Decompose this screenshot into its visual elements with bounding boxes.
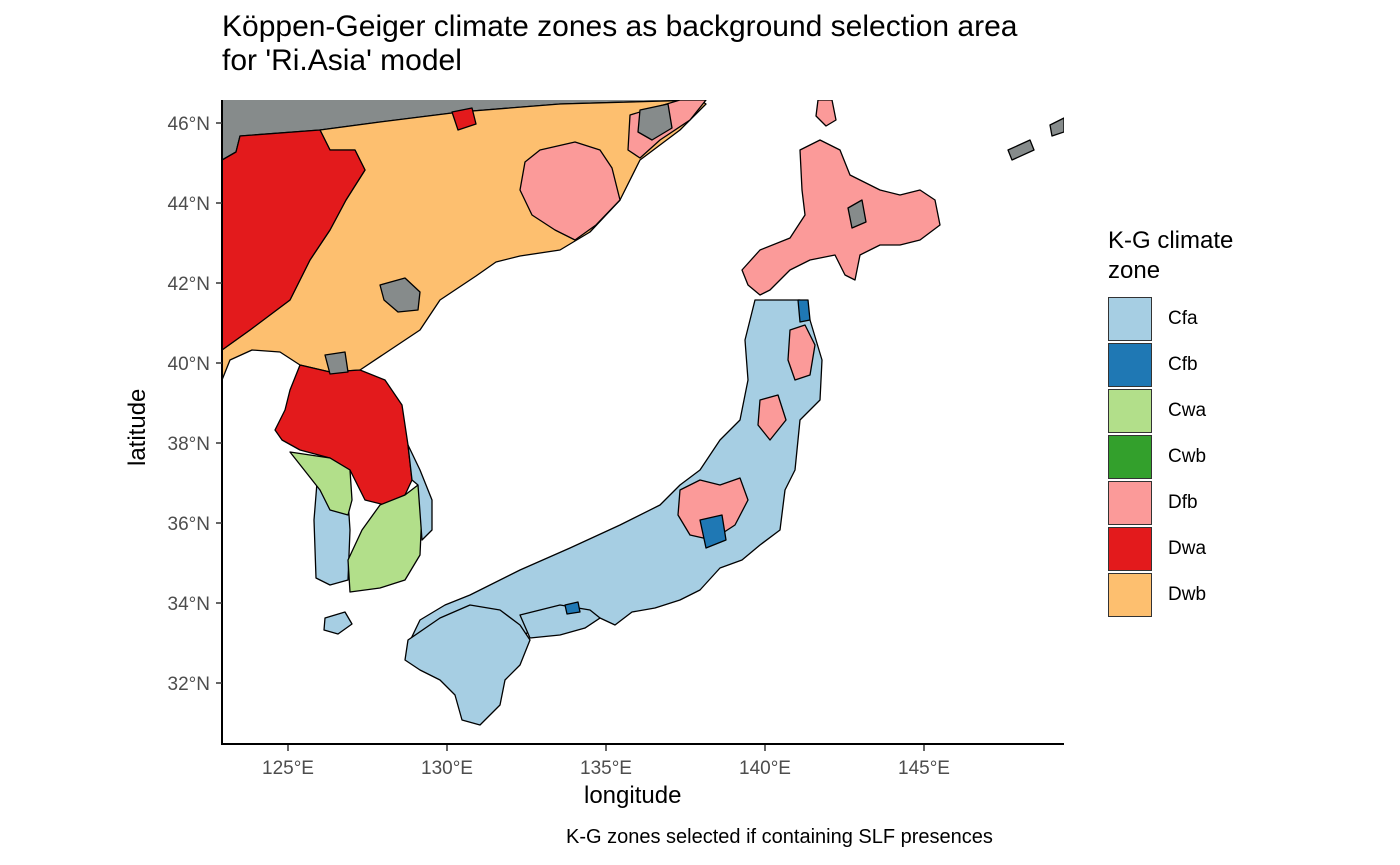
- y-tick-label: 40°N: [168, 354, 210, 375]
- legend-item-cfb: Cfb: [1108, 342, 1233, 388]
- legend-label: Cwa: [1168, 400, 1207, 421]
- legend-title: K-G climate zone: [1108, 226, 1233, 286]
- zone-cwa-korea-west: [289, 451, 353, 516]
- y-tick-label: 46°N: [168, 114, 210, 135]
- unselected-zone-kuril: [1007, 139, 1035, 161]
- legend-swatch-dwa: [1108, 527, 1152, 571]
- zone-dfb-sakhalin: [815, 100, 837, 127]
- zone-dfb-honshu-north: [787, 324, 816, 381]
- y-axis-title-text: latitude: [124, 388, 151, 466]
- zone-dwa-patch: [451, 107, 477, 131]
- zone-dwa-north: [222, 129, 366, 351]
- zone-cfa-kyushu: [404, 604, 531, 726]
- x-tick-label: 125°E: [262, 758, 314, 779]
- legend-label: Cfa: [1168, 308, 1198, 329]
- x-tick-label: 140°E: [739, 758, 791, 779]
- zone-dfb-honshu-central: [677, 477, 749, 541]
- plot-title-line1: Köppen-Geiger climate zones as backgroun…: [222, 10, 1018, 43]
- legend-label: Cfb: [1168, 354, 1198, 375]
- zone-dwa-korea: [274, 364, 413, 506]
- legend: K-G climate zone Cfa Cfb Cwa Cwb Dfb Dwa…: [1108, 226, 1233, 618]
- legend-label: Dwa: [1168, 538, 1207, 559]
- legend-swatch-cfb: [1108, 343, 1152, 387]
- y-tick-label: 32°N: [168, 674, 210, 695]
- unselected-zone-patch-2: [379, 277, 421, 313]
- zone-dfb-honshu-tohoku: [757, 394, 787, 441]
- x-tick-label: 130°E: [421, 758, 473, 779]
- zone-cfa-korea-east: [407, 444, 433, 541]
- zone-dfb-primorye: [519, 141, 621, 241]
- plot-title-line2: for 'Ri.Asia' model: [222, 44, 462, 77]
- y-axis-title: latitude: [124, 389, 152, 466]
- legend-swatch-cwa: [1108, 389, 1152, 433]
- y-tick-label: 44°N: [168, 194, 210, 215]
- zone-cfa-jeju: [323, 611, 353, 635]
- legend-swatch-dfb: [1108, 481, 1152, 525]
- x-tick-label: 135°E: [580, 758, 632, 779]
- legend-label: Dfb: [1168, 492, 1198, 513]
- x-axis-title: longitude: [584, 782, 682, 809]
- legend-label: Cwb: [1168, 446, 1207, 467]
- plot-title: Köppen-Geiger climate zones as backgroun…: [222, 10, 1017, 78]
- legend-swatch-cfa: [1108, 297, 1152, 341]
- legend-title-line1: K-G climate: [1108, 227, 1234, 254]
- y-tick-label: 36°N: [168, 514, 210, 535]
- unselected-zone-patch-1: [637, 103, 673, 141]
- legend-title-line2: zone: [1108, 257, 1161, 284]
- zone-cfb-kii: [564, 601, 581, 615]
- legend-item-cfa: Cfa: [1108, 296, 1233, 342]
- legend-swatch-dwb: [1108, 573, 1152, 617]
- plot-caption: K-G zones selected if containing SLF pre…: [566, 826, 993, 848]
- x-tick-label: 145°E: [898, 758, 950, 779]
- unselected-zone-patch-3: [324, 351, 349, 375]
- zone-cfb-tohoku: [797, 299, 811, 323]
- legend-item-cwb: Cwb: [1108, 434, 1233, 480]
- zone-dfb-hokkaido: [741, 139, 941, 296]
- legend-item-dwa: Dwa: [1108, 526, 1233, 572]
- unselected-zone-hokkaido: [847, 199, 867, 229]
- legend-swatch-cwb: [1108, 435, 1152, 479]
- unselected-zone-kuril-2: [1049, 117, 1064, 137]
- legend-item-dfb: Dfb: [1108, 480, 1233, 526]
- legend-label: Dwb: [1168, 584, 1207, 605]
- y-tick-label: 38°N: [168, 434, 210, 455]
- y-tick-label: 34°N: [168, 594, 210, 615]
- legend-item-dwb: Dwb: [1108, 572, 1233, 618]
- legend-item-cwa: Cwa: [1108, 388, 1233, 434]
- zone-cwa-korea-south: [347, 484, 423, 593]
- y-tick-label: 42°N: [168, 274, 210, 295]
- zone-cfb-central: [699, 514, 727, 549]
